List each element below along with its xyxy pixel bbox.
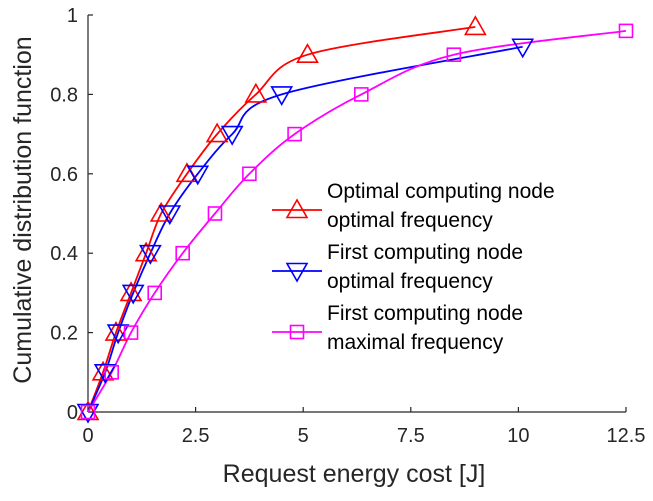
series-0-point	[76, 400, 100, 421]
axes: 0 2.5 5 7.5 10 12.5 0 0.2 0.4 0.6 0.8 1	[50, 5, 645, 447]
x-tick-label: 2.5	[182, 425, 210, 447]
legend-marker	[285, 198, 309, 219]
series-1-point	[76, 403, 100, 424]
y-tick-label: 0.2	[50, 323, 78, 345]
series-curves	[87, 26, 627, 413]
series-2-point	[446, 47, 462, 63]
series-1-point	[511, 38, 535, 59]
series-2-point	[147, 285, 163, 301]
y-tick-label: 0	[67, 402, 78, 424]
y-tick-label: 1	[67, 5, 78, 27]
x-tick-label: 0	[82, 425, 93, 447]
legend-label: Optimal computing node	[327, 180, 555, 203]
legend-marker	[285, 262, 309, 283]
legend-label: First computing node	[327, 241, 523, 264]
series-2-point	[104, 364, 119, 380]
series-2-point	[175, 245, 190, 261]
series-2-point	[618, 23, 634, 39]
legend-label: optimal frequency	[327, 209, 493, 232]
x-tick-label: 5	[298, 425, 309, 447]
legend-entry-2: First computing node maximal frequency	[272, 302, 523, 354]
legend-entry-1: First computing node optimal frequency	[272, 241, 523, 293]
series-1-point	[93, 363, 117, 384]
legend-label: optimal frequency	[327, 270, 493, 293]
y-tick-label: 0.4	[50, 243, 78, 265]
series-1-point	[270, 86, 294, 107]
series-0-point	[463, 15, 487, 36]
series-0-point	[134, 241, 158, 262]
legend-entry-0: Optimal computing node optimal frequency	[272, 180, 555, 232]
legend-label: First computing node	[327, 302, 523, 325]
series-2-point	[287, 126, 302, 142]
series-2-point	[207, 206, 223, 221]
series-0-line	[87, 26, 476, 413]
x-axis-label: Request energy cost [J]	[223, 460, 486, 488]
series-0-point	[205, 122, 229, 143]
series-0-point	[244, 82, 268, 103]
series-1-point	[158, 205, 182, 226]
series-1-point	[121, 284, 145, 305]
series-2-point	[242, 166, 257, 182]
y-axis-label: Cumulative distribution function	[9, 36, 37, 383]
series-2-line	[87, 29, 627, 413]
series-markers	[76, 15, 634, 424]
x-tick-label: 12.5	[607, 425, 646, 447]
series-1-point	[186, 165, 210, 186]
series-1-point	[139, 244, 162, 265]
series-1-point	[220, 125, 244, 146]
series-2-point	[123, 325, 139, 340]
legend-marker	[289, 324, 305, 340]
legend-label: maximal frequency	[327, 331, 504, 354]
y-tick-label: 0.8	[50, 84, 78, 106]
series-2-point	[80, 404, 96, 420]
series-2-point	[354, 87, 369, 102]
series-0-point	[149, 201, 173, 222]
series-1-point	[106, 324, 130, 345]
x-tick-label: 7.5	[397, 425, 425, 447]
y-tick-label: 0.6	[50, 164, 78, 186]
series-1-line	[87, 45, 523, 413]
series-0-point	[296, 43, 319, 64]
x-tick-label: 10	[507, 425, 529, 447]
